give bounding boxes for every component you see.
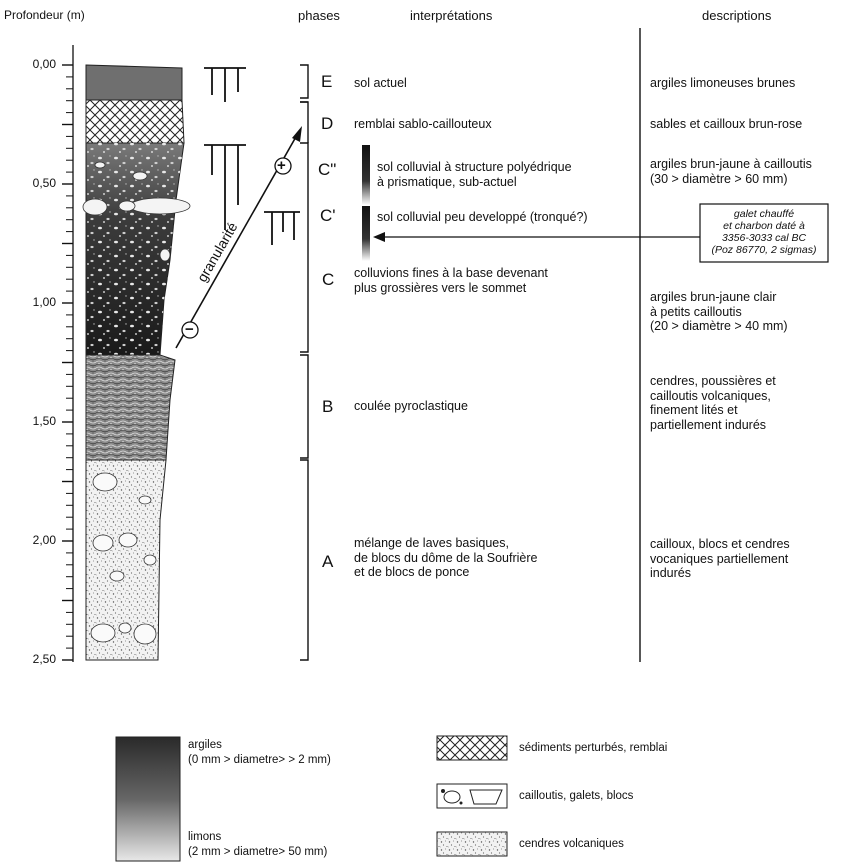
layer-d-fill [85,99,185,144]
interpretations-header: interprétations [410,8,493,23]
legend-ash-label: cendres volcaniques [519,838,624,850]
phase-brackets [300,64,309,661]
interpretation-a: mélange de laves basiques, de blocs du d… [354,536,538,579]
layer-a-lava-mix [85,459,167,661]
granularity-minus: − [185,321,194,338]
legend-ash-swatch [436,831,508,857]
gradient-bar-c-double-prime [362,145,370,205]
interpretation-d: remblai sablo-caillouteux [354,117,492,131]
phase-letter-d: D [321,114,334,133]
layer-e-topsoil [85,64,183,101]
granularity-plus: + [277,157,286,174]
depth-header: Profondeur (m) [4,8,85,22]
legend-fill-label: sédiments perturbés, remblai [519,742,668,754]
description-e: argiles limoneuses brunes [650,76,796,90]
layer-b-pyroclastic [85,354,176,461]
root-symbols [204,67,300,245]
depth-tick-label: 2,50 [32,652,56,666]
legend-pebble-swatch [436,783,508,809]
description-b: cendres, poussières et cailloutis volcan… [650,374,776,432]
dating-box-frame [699,203,829,263]
depth-tick-label: 2,00 [32,533,56,547]
interpretation-c-double-prime: sol colluvial à structure polyédrique à … [377,160,572,189]
depth-axis [62,45,74,662]
depth-tick-label: 0,00 [32,57,56,71]
phase-letter-e: E [321,72,333,91]
interpretation-c: colluvions fines à la base devenant plus… [354,266,548,295]
description-c: argiles brun-jaune clair à petits caillo… [650,290,788,333]
interpretation-e: sol actuel [354,76,407,90]
depth-tick-label: 0,50 [32,176,56,190]
lava-blocks [90,472,157,645]
interpretation-b: coulée pyroclastique [354,399,468,413]
phases-header: phases [298,8,340,23]
phase-letter-c-prime: C' [320,206,336,225]
description-a: cailloux, blocs et cendres vocaniques pa… [650,537,790,580]
legend-silt-label: limons (2 mm > diametre> 50 mm) [188,831,328,858]
granularity-arrow [175,126,302,349]
phase-letter-b: B [322,397,334,416]
depth-tick-label: 1,50 [32,414,56,428]
description-c-double-prime: argiles brun-jaune à cailloutis (30 > di… [650,157,812,186]
descriptions-header: descriptions [702,8,772,23]
legend-pebble-label: cailloutis, galets, blocs [519,790,634,802]
legend-fill-swatch [436,735,508,761]
legend-clay-label: argiles (0 mm > diametre> > 2 mm) [188,739,331,766]
gradient-bar-c-prime [362,206,370,261]
dating-box-text: galet chauffé et charbon daté à 3356-303… [711,208,817,256]
depth-tick-label: 1,00 [32,295,56,309]
interpretation-c-prime: sol colluvial peu developpé (tronqué?) [377,210,588,224]
large-clasts [82,161,191,262]
legend-gradient-swatch [115,736,181,862]
phase-letter-c: C [322,270,335,289]
description-d: sables et cailloux brun-rose [650,117,803,131]
phase-letter-a: A [322,552,334,571]
phase-letter-c-double-prime: C" [318,160,337,179]
layer-c-pebbles [86,143,184,355]
